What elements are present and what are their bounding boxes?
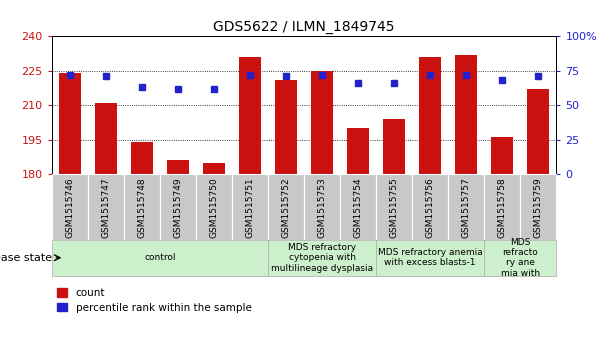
Text: GSM1515752: GSM1515752: [282, 178, 291, 238]
Text: GSM1515748: GSM1515748: [137, 178, 147, 238]
Bar: [52, 174, 88, 240]
Bar: [376, 174, 412, 240]
Bar: [455, 55, 477, 174]
Text: GSM1515750: GSM1515750: [209, 178, 218, 238]
Text: GSM1515754: GSM1515754: [354, 178, 362, 238]
Bar: [95, 103, 117, 174]
Bar: [412, 174, 448, 240]
Text: MDS refractory anemia
with excess blasts-1: MDS refractory anemia with excess blasts…: [378, 248, 483, 268]
Text: GSM1515757: GSM1515757: [461, 178, 471, 238]
Bar: [448, 174, 484, 240]
Bar: [491, 138, 513, 174]
Bar: [59, 73, 80, 174]
Text: disease state: disease state: [0, 253, 52, 263]
Text: GSM1515753: GSM1515753: [317, 178, 326, 238]
Text: GSM1515751: GSM1515751: [246, 178, 254, 238]
Bar: [131, 142, 153, 174]
Bar: [52, 240, 268, 276]
Bar: [239, 57, 261, 174]
Bar: [268, 174, 304, 240]
Text: GSM1515747: GSM1515747: [102, 178, 110, 238]
Text: GSM1515755: GSM1515755: [390, 178, 399, 238]
Bar: [484, 240, 556, 276]
Bar: [520, 174, 556, 240]
Bar: [347, 128, 369, 174]
Bar: [420, 57, 441, 174]
Bar: [232, 174, 268, 240]
Bar: [383, 119, 405, 174]
Text: control: control: [144, 253, 176, 262]
Bar: [268, 240, 376, 276]
Bar: [484, 174, 520, 240]
Bar: [160, 174, 196, 240]
Bar: [304, 174, 340, 240]
Bar: [196, 174, 232, 240]
Bar: [275, 80, 297, 174]
Text: GSM1515749: GSM1515749: [173, 178, 182, 238]
Title: GDS5622 / ILMN_1849745: GDS5622 / ILMN_1849745: [213, 20, 395, 34]
Legend: count, percentile rank within the sample: count, percentile rank within the sample: [57, 288, 252, 313]
Bar: [311, 71, 333, 174]
Text: GSM1515759: GSM1515759: [534, 178, 543, 238]
Text: MDS refractory
cytopenia with
multilineage dysplasia: MDS refractory cytopenia with multilinea…: [271, 243, 373, 273]
Bar: [167, 160, 188, 174]
Text: MDS
refracto
ry ane
mia with: MDS refracto ry ane mia with: [501, 238, 540, 278]
Bar: [88, 174, 124, 240]
Bar: [376, 240, 484, 276]
Bar: [528, 89, 549, 174]
Bar: [124, 174, 160, 240]
Text: GSM1515758: GSM1515758: [498, 178, 506, 238]
Bar: [340, 174, 376, 240]
Bar: [203, 163, 225, 174]
Text: GSM1515756: GSM1515756: [426, 178, 435, 238]
Text: GSM1515746: GSM1515746: [65, 178, 74, 238]
